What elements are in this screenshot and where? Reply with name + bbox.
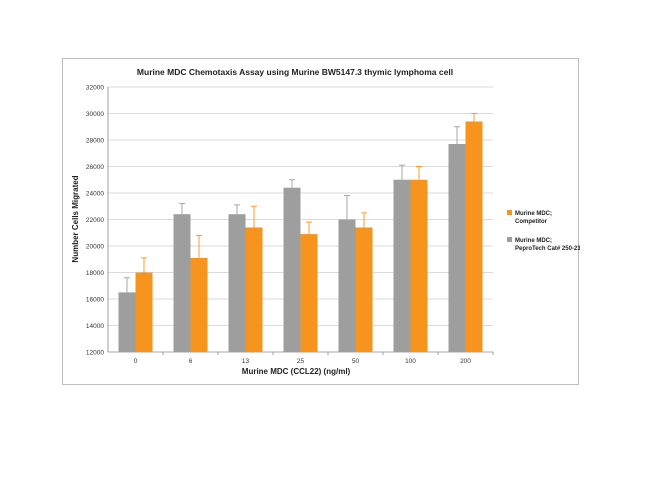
y-tick-label: 18000 <box>86 270 104 277</box>
bar <box>338 219 356 352</box>
bar <box>135 272 153 352</box>
y-tick-label: 30000 <box>86 111 104 118</box>
x-tick-label: 6 <box>189 358 193 365</box>
bar <box>355 227 373 352</box>
y-tick-label: 28000 <box>86 137 104 144</box>
bar <box>283 187 301 352</box>
x-tick-labels: 0 6 13 25 50 100 200 <box>134 358 472 365</box>
bar <box>118 292 136 352</box>
bar <box>245 227 263 352</box>
y-tick-label: 22000 <box>86 217 104 224</box>
bar <box>410 179 428 352</box>
bars <box>118 113 483 352</box>
legend-label: PeproTech Cat# 250-23 <box>515 246 580 252</box>
legend: Murine MDC; Competitor Murine MDC; PeproTec… <box>507 210 580 252</box>
y-tick-label: 16000 <box>86 296 104 303</box>
bar <box>190 257 208 352</box>
bar <box>393 179 411 352</box>
x-tick-label: 25 <box>297 358 305 365</box>
legend-label: Murine MDC; <box>515 238 552 244</box>
legend-swatch <box>507 237 512 242</box>
bar <box>173 214 191 352</box>
y-tick-label: 24000 <box>86 190 104 197</box>
x-tick-label: 100 <box>405 358 416 365</box>
legend-swatch <box>507 210 512 215</box>
bar <box>465 121 483 352</box>
x-tick-label: 50 <box>352 358 360 365</box>
chart-frame: Murine MDC Chemotaxis Assay using Murine… <box>62 58 580 385</box>
bar <box>300 234 318 352</box>
y-tick-labels: 12000 14000 16000 18000 20000 22000 24000 26000… <box>86 84 104 356</box>
legend-label: Competitor <box>515 219 548 225</box>
chart-svg: Murine MDC Chemotaxis Assay using Murine… <box>71 67 580 376</box>
y-axis-title: Number Cells Migrated <box>71 175 80 262</box>
x-axis-title: Murine MDC (CCL22) (ng/ml) <box>242 367 351 376</box>
y-tick-label: 14000 <box>86 323 104 330</box>
y-tick-label: 12000 <box>86 349 104 356</box>
legend-label: Murine MDC; <box>515 211 552 217</box>
x-tick-label: 13 <box>242 358 250 365</box>
y-tick-label: 32000 <box>86 84 104 91</box>
x-tick-label: 0 <box>134 358 138 365</box>
bar <box>228 214 246 352</box>
chart-title: Murine MDC Chemotaxis Assay using Murine… <box>137 67 453 77</box>
bar <box>448 143 466 352</box>
x-tick-label: 200 <box>460 358 471 365</box>
y-tick-label: 26000 <box>86 164 104 171</box>
y-tick-label: 20000 <box>86 243 104 250</box>
